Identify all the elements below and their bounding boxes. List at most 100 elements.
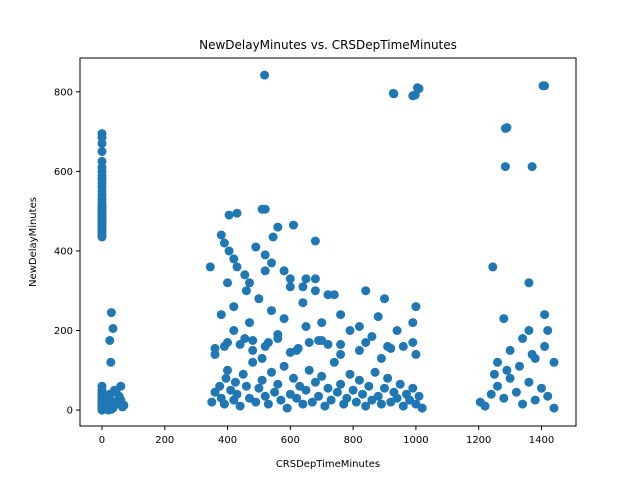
data-point	[336, 310, 346, 320]
data-point	[499, 314, 509, 324]
data-point	[383, 373, 393, 383]
data-point	[480, 401, 490, 411]
data-point	[336, 349, 346, 359]
data-point	[248, 336, 258, 345]
data-point	[257, 375, 267, 385]
data-point	[540, 310, 550, 320]
data-point	[292, 345, 302, 355]
data-point	[376, 399, 386, 409]
data-point	[116, 395, 126, 405]
data-point	[279, 266, 289, 276]
data-point	[354, 322, 364, 331]
data-point	[537, 383, 546, 393]
data-point	[97, 232, 107, 242]
data-point	[543, 391, 553, 401]
data-point	[273, 379, 283, 389]
data-point	[223, 338, 232, 347]
data-point	[289, 220, 298, 230]
data-point	[411, 302, 421, 312]
data-point	[361, 286, 371, 296]
data-point	[292, 393, 302, 403]
data-point	[370, 367, 380, 377]
data-point	[245, 278, 254, 288]
data-point	[310, 286, 320, 296]
data-point	[351, 397, 361, 407]
data-point	[219, 238, 229, 248]
data-point	[380, 383, 389, 393]
data-point	[106, 308, 116, 318]
data-point	[408, 318, 418, 328]
data-point	[488, 262, 498, 272]
data-point	[210, 343, 220, 353]
data-point	[301, 322, 311, 331]
data-point	[260, 250, 270, 260]
data-point	[329, 357, 339, 367]
data-point	[229, 326, 239, 335]
data-point	[267, 306, 276, 316]
x-tick-label: 600	[281, 435, 300, 446]
data-point	[230, 377, 240, 387]
data-point	[376, 353, 386, 363]
y-tick-label: 800	[54, 87, 73, 98]
data-point	[342, 393, 352, 403]
data-point	[232, 262, 242, 272]
data-point	[500, 123, 510, 133]
data-point	[229, 302, 239, 312]
data-point	[486, 389, 496, 399]
y-tick-label: 0	[67, 406, 73, 417]
data-point	[336, 339, 346, 349]
data-point	[414, 84, 424, 94]
data-point	[345, 369, 355, 379]
data-point	[527, 349, 537, 359]
y-axis: 0 200 400 600 800	[54, 87, 80, 417]
data-point	[345, 326, 355, 335]
data-point	[216, 230, 226, 240]
data-point	[348, 385, 358, 395]
data-point	[268, 232, 278, 242]
data-point	[245, 318, 254, 328]
data-point	[263, 399, 273, 409]
data-point	[388, 88, 398, 98]
data-point	[358, 389, 367, 399]
data-point	[549, 357, 559, 367]
data-point	[524, 377, 534, 387]
data-point	[270, 387, 280, 397]
data-point	[323, 290, 333, 300]
data-point	[317, 318, 327, 328]
data-point	[518, 399, 528, 409]
data-point	[215, 381, 225, 391]
data-point	[97, 139, 107, 148]
data-point	[289, 373, 298, 383]
data-point	[493, 381, 502, 391]
data-point	[267, 367, 276, 377]
y-tick-label: 600	[54, 167, 73, 178]
x-axis: 0 200 400 600 800 1000 1200 1400	[99, 426, 554, 446]
data-point	[273, 334, 283, 343]
data-point	[105, 336, 115, 345]
data-point	[282, 403, 292, 413]
x-axis-label: CRSDepTimeMinutes	[276, 459, 380, 470]
data-point	[317, 371, 327, 381]
data-point	[235, 401, 245, 411]
data-point	[538, 81, 548, 91]
data-point	[408, 383, 418, 393]
data-point	[279, 361, 289, 371]
data-point	[273, 222, 283, 232]
y-tick-label: 400	[54, 246, 73, 257]
data-point	[97, 147, 107, 156]
data-point	[279, 314, 289, 324]
data-point	[301, 385, 311, 395]
data-point	[373, 312, 383, 322]
data-point	[364, 381, 374, 391]
data-point	[367, 332, 377, 341]
data-point	[361, 338, 371, 347]
data-point	[254, 383, 264, 393]
data-point	[502, 365, 512, 375]
data-point	[241, 381, 251, 391]
data-point	[398, 401, 408, 411]
y-tick-label: 200	[54, 326, 73, 337]
data-point	[411, 349, 421, 359]
data-point	[317, 336, 327, 345]
